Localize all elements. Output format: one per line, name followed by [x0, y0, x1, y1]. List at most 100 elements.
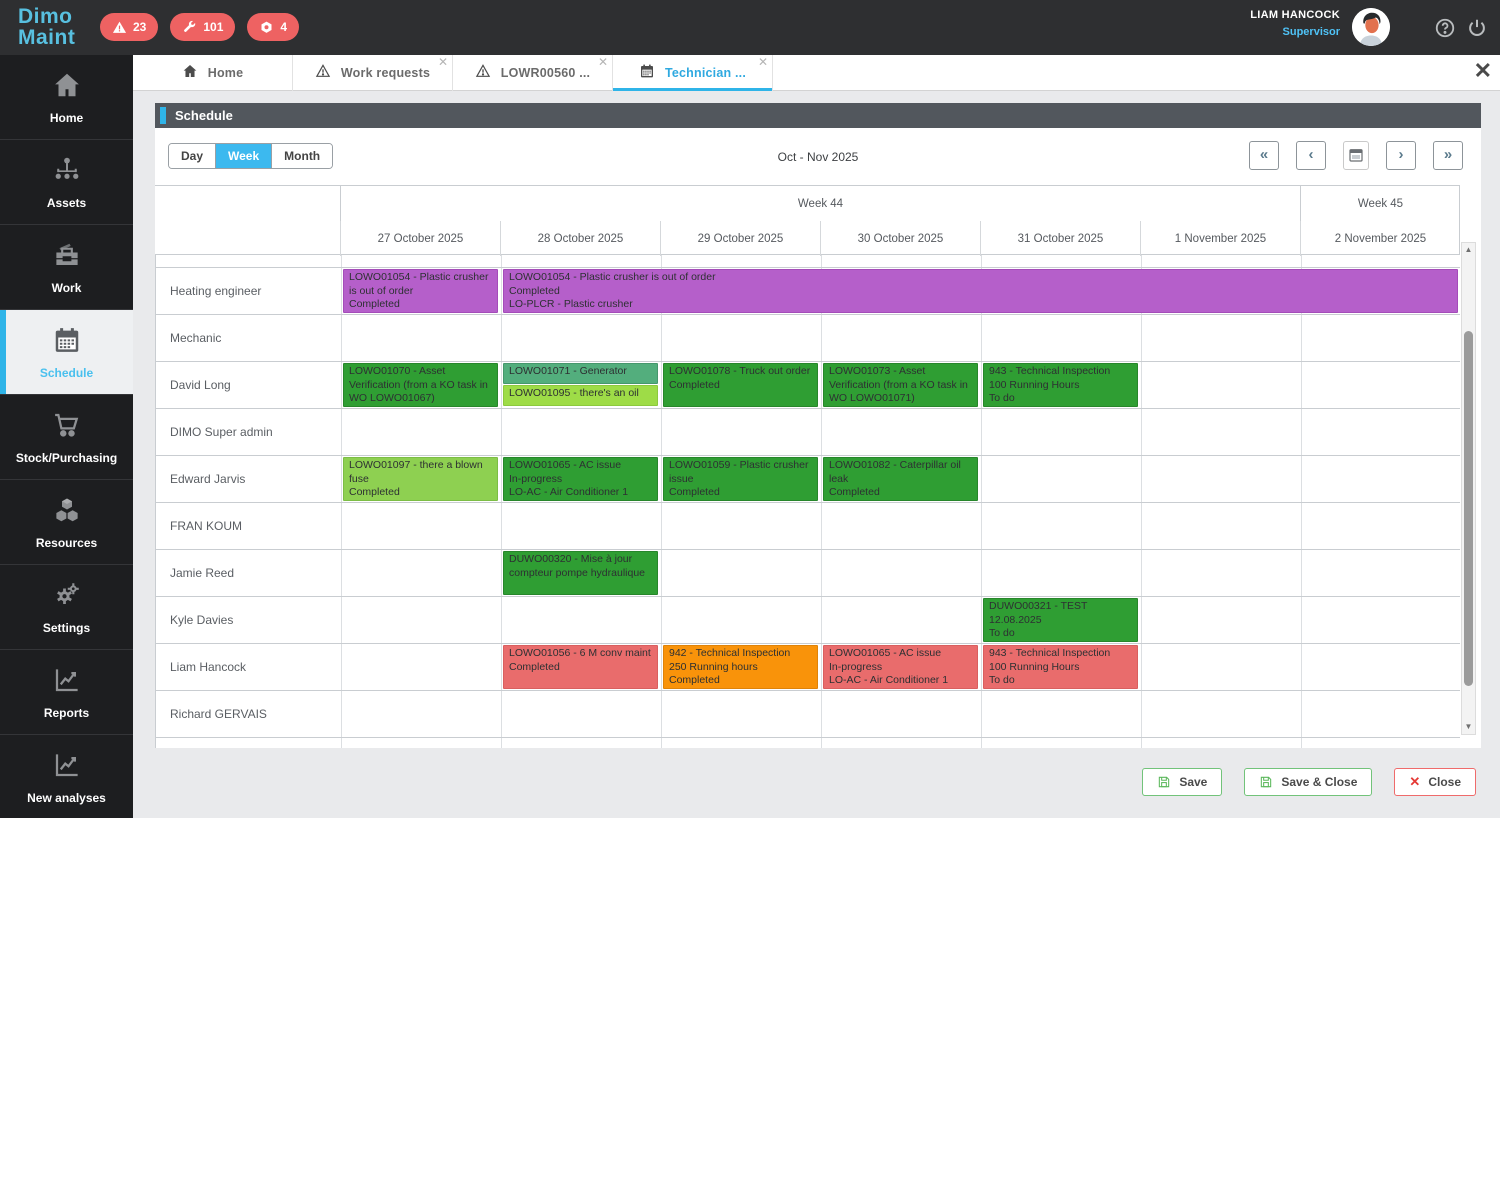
- tab-home[interactable]: Home: [133, 55, 293, 91]
- calendar-cell[interactable]: [501, 597, 661, 643]
- tab-close-icon[interactable]: ✕: [437, 55, 448, 69]
- save-and-close-button[interactable]: Save & Close: [1244, 768, 1373, 796]
- calendar-event[interactable]: LOWO01059 - Plastic crusher issue Comple…: [663, 457, 818, 501]
- calendar-cell[interactable]: [661, 691, 821, 737]
- view-week-button[interactable]: Week: [216, 144, 273, 168]
- view-day-button[interactable]: Day: [169, 144, 217, 168]
- calendar-event[interactable]: LOWO01082 - Caterpillar oil leak Complet…: [823, 457, 978, 501]
- first-page-button[interactable]: «: [1249, 141, 1279, 170]
- calendar-cell[interactable]: [661, 315, 821, 361]
- sidebar-item-settings[interactable]: Settings: [0, 565, 133, 650]
- close-page-icon[interactable]: ✕: [1473, 58, 1492, 83]
- calendar-cell[interactable]: [1141, 503, 1301, 549]
- calendar-cell[interactable]: [821, 255, 981, 267]
- calendar-cell[interactable]: [501, 255, 661, 267]
- calendar-cell[interactable]: [341, 456, 501, 502]
- user-block[interactable]: LIAM HANCOCK Supervisor: [1250, 9, 1340, 38]
- calendar-cell[interactable]: [1141, 691, 1301, 737]
- tab-lowr00560[interactable]: LOWR00560 ... ✕: [453, 55, 613, 91]
- work-orders-badge[interactable]: 101: [170, 13, 236, 41]
- calendar-cell[interactable]: [1301, 315, 1460, 361]
- calendar-cell[interactable]: [661, 644, 821, 690]
- calendar-cell[interactable]: [1141, 456, 1301, 502]
- calendar-event[interactable]: 943 - Technical Inspection 100 Running H…: [983, 363, 1138, 407]
- calendar-cell[interactable]: [501, 738, 661, 748]
- calendar-cell[interactable]: [1301, 550, 1460, 596]
- sidebar-item-schedule[interactable]: Schedule: [0, 310, 133, 395]
- sidebar-item-home[interactable]: Home: [0, 55, 133, 140]
- sidebar-item-assets[interactable]: Assets: [0, 140, 133, 225]
- tab-work-requests[interactable]: Work requests ✕: [293, 55, 453, 91]
- calendar-cell[interactable]: [981, 362, 1141, 408]
- calendar-cell[interactable]: [1141, 255, 1301, 267]
- calendar-event[interactable]: LOWO01065 - AC issue In-progress LO-AC -…: [823, 645, 978, 689]
- calendar-event[interactable]: LOWO01078 - Truck out order Completed: [663, 363, 818, 407]
- calendar-cell[interactable]: [821, 362, 981, 408]
- calendar-event[interactable]: LOWO01054 - Plastic crusher is out of or…: [503, 269, 1458, 313]
- calendar-event[interactable]: LOWO01071 - Generator: [503, 363, 658, 384]
- calendar-cell[interactable]: [1141, 550, 1301, 596]
- calendar-event[interactable]: LOWO01065 - AC issue In-progress LO-AC -…: [503, 457, 658, 501]
- calendar-cell[interactable]: [1301, 597, 1460, 643]
- dimo-maint-logo[interactable]: Dimo Maint: [18, 6, 75, 48]
- calendar-event[interactable]: LOWO01097 - there a blown fuse Completed: [343, 457, 498, 501]
- close-button[interactable]: ✕ Close: [1394, 768, 1476, 796]
- calendar-cell[interactable]: [1141, 597, 1301, 643]
- calendar-cell[interactable]: [341, 550, 501, 596]
- calendar-cell[interactable]: [1301, 409, 1460, 455]
- previous-button[interactable]: ‹: [1296, 141, 1326, 170]
- calendar-cell[interactable]: [1301, 691, 1460, 737]
- calendar-cell[interactable]: [1141, 315, 1301, 361]
- vertical-scrollbar[interactable]: ▲ ▼: [1461, 242, 1476, 735]
- calendar-cell[interactable]: [341, 738, 501, 748]
- calendar-cell[interactable]: [821, 550, 981, 596]
- alerts-badge[interactable]: 23: [100, 13, 159, 41]
- calendar-cell[interactable]: [661, 255, 821, 267]
- power-icon[interactable]: [1466, 17, 1488, 39]
- calendar-cell[interactable]: [341, 503, 501, 549]
- help-icon[interactable]: [1434, 17, 1456, 39]
- calendar-cell[interactable]: [821, 738, 981, 748]
- today-button[interactable]: [1343, 141, 1369, 170]
- calendar-event[interactable]: 942 - Technical Inspection 250 Running h…: [663, 645, 818, 689]
- calendar-cell[interactable]: [661, 503, 821, 549]
- calendar-cell[interactable]: [661, 362, 821, 408]
- calendar-cell[interactable]: [341, 362, 501, 408]
- sidebar-item-new-analyses[interactable]: New analyses: [0, 735, 133, 818]
- calendar-cell[interactable]: [661, 409, 821, 455]
- calendar-event[interactable]: DUWO00321 - TEST 12.08.2025 To do: [983, 598, 1138, 642]
- calendar-cell[interactable]: [1301, 644, 1460, 690]
- scroll-down-button[interactable]: ▼: [1464, 722, 1473, 731]
- calendar-cell[interactable]: [501, 644, 661, 690]
- calendar-cell[interactable]: [981, 597, 1141, 643]
- calendar-cell[interactable]: [341, 268, 501, 314]
- calendar-cell[interactable]: [501, 409, 661, 455]
- calendar-cell[interactable]: [1301, 255, 1460, 267]
- calendar-cell[interactable]: [501, 691, 661, 737]
- calendar-cell[interactable]: [821, 315, 981, 361]
- calendar-event[interactable]: LOWO01054 - Plastic crusher is out of or…: [343, 269, 498, 313]
- calendar-cell[interactable]: [821, 691, 981, 737]
- view-month-button[interactable]: Month: [272, 144, 333, 168]
- calendar-cell[interactable]: [341, 597, 501, 643]
- calendar-cell[interactable]: [821, 644, 981, 690]
- tab-close-icon[interactable]: ✕: [597, 55, 608, 69]
- calendar-cell[interactable]: [341, 691, 501, 737]
- calendar-cell[interactable]: [501, 550, 661, 596]
- calendar-event[interactable]: DUWO00320 - Mise à jour compteur pompe h…: [503, 551, 658, 595]
- calendar-cell[interactable]: [981, 503, 1141, 549]
- calendar-cell[interactable]: [1301, 362, 1460, 408]
- calendar-cell[interactable]: [1141, 409, 1301, 455]
- calendar-cell[interactable]: [341, 409, 501, 455]
- calendar-cell[interactable]: [821, 597, 981, 643]
- calendar-cell[interactable]: [981, 456, 1141, 502]
- calendar-cell[interactable]: [501, 268, 661, 314]
- sidebar-item-reports[interactable]: Reports: [0, 650, 133, 735]
- calendar-cell[interactable]: [981, 691, 1141, 737]
- save-button[interactable]: Save: [1142, 768, 1223, 796]
- scroll-thumb[interactable]: [1464, 331, 1473, 686]
- calendar-event[interactable]: 943 - Technical Inspection 100 Running H…: [983, 645, 1138, 689]
- calendar-cell[interactable]: [661, 597, 821, 643]
- calendar-cell[interactable]: [981, 738, 1141, 748]
- calendar-cell[interactable]: [661, 550, 821, 596]
